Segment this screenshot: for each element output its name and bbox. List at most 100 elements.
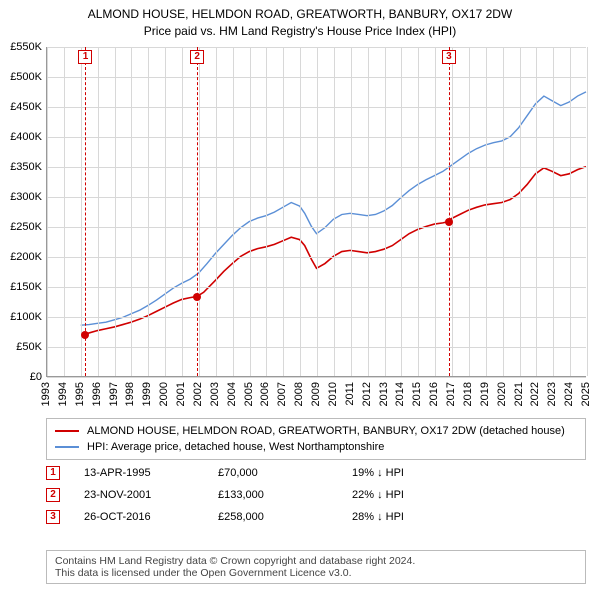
gridline-v [300,47,301,376]
titles: ALMOND HOUSE, HELMDON ROAD, GREATWORTH, … [0,0,600,40]
y-tick-label: £250K [10,221,42,233]
x-tick-label: 2021 [513,382,525,406]
legend-swatch-blue [55,446,79,448]
gridline-v [418,47,419,376]
y-tick-label: £450K [10,101,42,113]
x-tick-label: 2014 [394,382,406,406]
legend-swatch-red [55,430,79,432]
sale-dot [193,293,201,301]
legend-row-blue: HPI: Average price, detached house, West… [55,439,577,455]
x-tick-label: 2009 [310,382,322,406]
x-tick-label: 2002 [192,382,204,406]
x-tick-label: 2025 [580,382,592,406]
gridline-v [199,47,200,376]
gridline-v [250,47,251,376]
x-tick-label: 1996 [91,382,103,406]
x-tick-label: 2020 [496,382,508,406]
chart-container: ALMOND HOUSE, HELMDON ROAD, GREATWORTH, … [0,0,600,590]
gridline-v [115,47,116,376]
x-tick-label: 2005 [243,382,255,406]
event-price-2: £133,000 [218,489,328,501]
y-tick-label: £400K [10,131,42,143]
event-row-3: 3 26-OCT-2016 £258,000 28% ↓ HPI [46,506,586,528]
event-row-2: 2 23-NOV-2001 £133,000 22% ↓ HPI [46,484,586,506]
x-tick-label: 2001 [175,382,187,406]
x-tick-label: 2004 [226,382,238,406]
gridline-v [435,47,436,376]
sale-dot [445,218,453,226]
x-tick-label: 2024 [563,382,575,406]
x-tick-label: 2000 [158,382,170,406]
gridline-v [469,47,470,376]
gridline-v [401,47,402,376]
event-price-1: £70,000 [218,467,328,479]
title-address: ALMOND HOUSE, HELMDON ROAD, GREATWORTH, … [0,6,600,23]
gridline-v [351,47,352,376]
event-delta-3: 28% ↓ HPI [352,511,462,523]
x-tick-label: 1999 [141,382,153,406]
x-tick-label: 1995 [74,382,86,406]
y-tick-label: £500K [10,71,42,83]
x-tick-label: 2022 [529,382,541,406]
x-tick-label: 2013 [378,382,390,406]
gridline-v [385,47,386,376]
y-tick-label: £300K [10,191,42,203]
y-axis: £0£50K£100K£150K£200K£250K£300K£350K£400… [0,42,44,412]
footer-line-1: Contains HM Land Registry data © Crown c… [55,555,577,567]
x-axis: 1993199419951996199719981999200020012002… [46,378,586,412]
x-tick-label: 2010 [327,382,339,406]
x-tick-label: 1997 [108,382,120,406]
event-vline [449,47,450,376]
legend-label-blue: HPI: Average price, detached house, West… [87,441,384,453]
y-tick-label: £350K [10,161,42,173]
event-marker-box: 3 [442,50,456,64]
event-date-2: 23-NOV-2001 [84,489,194,501]
y-tick-label: £100K [10,311,42,323]
gridline-v [486,47,487,376]
gridline-v [182,47,183,376]
event-vline [85,47,86,376]
series-line [85,167,586,334]
title-subtitle: Price paid vs. HM Land Registry's House … [0,23,600,40]
gridline-v [148,47,149,376]
x-tick-label: 2007 [276,382,288,406]
x-tick-label: 2018 [462,382,474,406]
x-tick-label: 2008 [293,382,305,406]
gridline-v [317,47,318,376]
x-tick-label: 2015 [411,382,423,406]
gridline-v [64,47,65,376]
y-tick-label: £200K [10,251,42,263]
x-tick-label: 2003 [209,382,221,406]
footer-line-2: This data is licensed under the Open Gov… [55,567,577,579]
event-marker-1: 1 [46,466,60,480]
gridline-v [81,47,82,376]
x-tick-label: 2019 [479,382,491,406]
x-tick-label: 2012 [361,382,373,406]
x-tick-label: 2023 [546,382,558,406]
gridline-v [98,47,99,376]
event-marker-box: 2 [190,50,204,64]
gridline-v [570,47,571,376]
events-table: 1 13-APR-1995 £70,000 19% ↓ HPI 2 23-NOV… [46,462,586,528]
legend-label-red: ALMOND HOUSE, HELMDON ROAD, GREATWORTH, … [87,425,565,437]
x-tick-label: 2011 [344,382,356,406]
gridline-v [520,47,521,376]
x-tick-label: 1998 [124,382,136,406]
event-date-1: 13-APR-1995 [84,467,194,479]
plot-area: 1 2 3 [46,47,586,377]
gridline-v [536,47,537,376]
y-tick-label: £150K [10,281,42,293]
gridline-v [131,47,132,376]
event-row-1: 1 13-APR-1995 £70,000 19% ↓ HPI [46,462,586,484]
event-delta-1: 19% ↓ HPI [352,467,462,479]
gridline-v [233,47,234,376]
event-marker-box: 1 [78,50,92,64]
gridline-v [368,47,369,376]
event-date-3: 26-OCT-2016 [84,511,194,523]
event-marker-2: 2 [46,488,60,502]
x-tick-label: 2006 [259,382,271,406]
event-delta-2: 22% ↓ HPI [352,489,462,501]
gridline-v [503,47,504,376]
gridline-v [553,47,554,376]
legend: ALMOND HOUSE, HELMDON ROAD, GREATWORTH, … [46,418,586,460]
